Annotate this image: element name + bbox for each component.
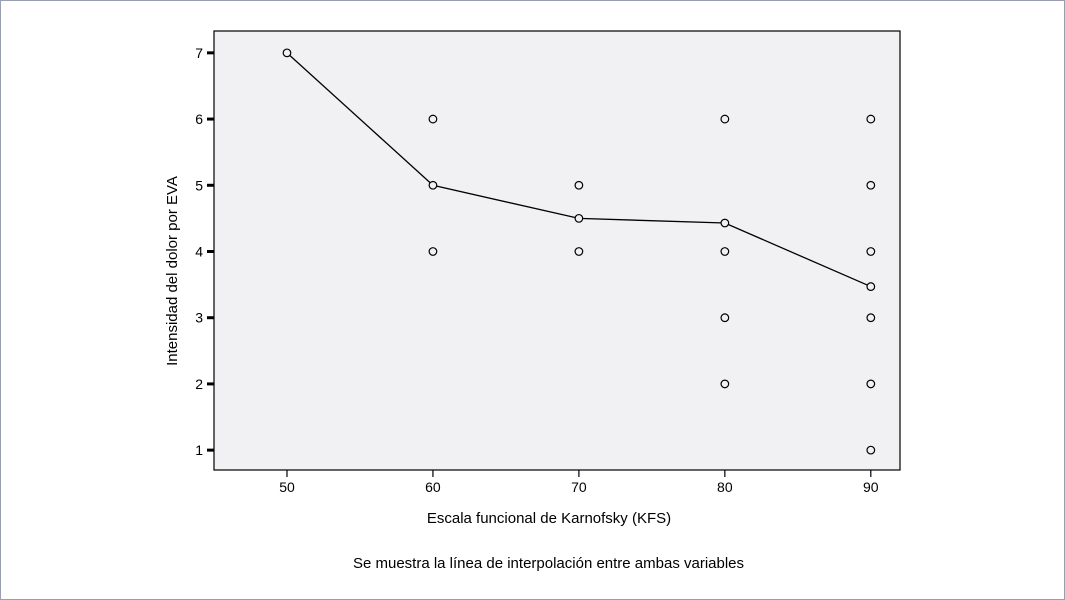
data-point bbox=[428, 114, 438, 124]
plot-area bbox=[213, 30, 901, 471]
data-point bbox=[428, 247, 438, 256]
data-point bbox=[574, 247, 584, 256]
data-point bbox=[574, 213, 584, 223]
data-points bbox=[282, 48, 876, 455]
y-tick-label: 6 bbox=[195, 111, 203, 127]
data-point bbox=[866, 379, 876, 389]
y-tick-label: 1 bbox=[195, 442, 203, 458]
x-tick-label: 90 bbox=[863, 479, 879, 495]
data-point bbox=[720, 379, 730, 389]
y-tick-label: 5 bbox=[195, 177, 203, 193]
data-point bbox=[866, 180, 876, 190]
data-point bbox=[866, 247, 876, 256]
y-tick-label: 7 bbox=[195, 45, 203, 61]
x-axis-title: Escala funcional de Karnofsky (KFS) bbox=[427, 510, 671, 527]
y-tick-label: 4 bbox=[195, 243, 203, 259]
axis-ticks bbox=[207, 51, 872, 477]
x-tick-label: 70 bbox=[571, 479, 587, 495]
data-point bbox=[720, 114, 730, 124]
tick-labels: 1 2 3 4 5 6 7 50 60 70 80 90 bbox=[195, 45, 879, 495]
y-tick-label: 2 bbox=[195, 376, 203, 392]
data-point bbox=[574, 180, 584, 190]
data-point bbox=[866, 445, 876, 455]
x-tick-label: 60 bbox=[425, 479, 441, 495]
data-point bbox=[428, 180, 438, 190]
data-point bbox=[866, 313, 876, 323]
x-tick-label: 50 bbox=[279, 479, 295, 495]
figure-caption: Se muestra la línea de interpolación ent… bbox=[352, 555, 745, 572]
data-point bbox=[866, 282, 876, 291]
y-tick-label: 3 bbox=[195, 310, 203, 326]
data-point bbox=[720, 313, 730, 323]
data-point bbox=[866, 114, 876, 124]
y-axis-title: Intensidad del dolor por EVA bbox=[164, 176, 181, 366]
data-point bbox=[720, 218, 730, 228]
x-tick-label: 80 bbox=[717, 479, 733, 495]
data-point bbox=[720, 247, 730, 256]
data-point bbox=[282, 48, 292, 58]
